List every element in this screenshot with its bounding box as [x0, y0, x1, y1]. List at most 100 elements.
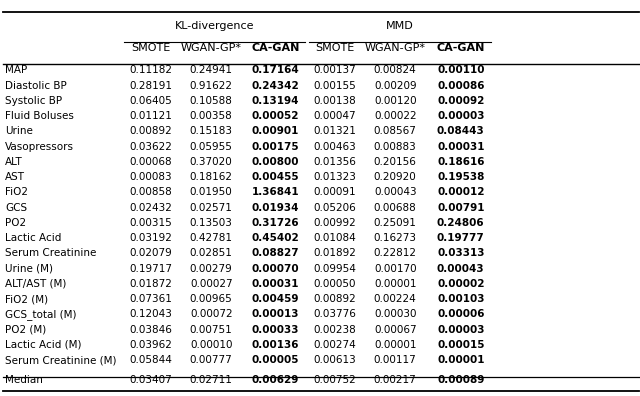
Text: 0.31726: 0.31726	[252, 218, 299, 228]
Text: 0.01950: 0.01950	[190, 187, 232, 198]
Text: 0.00629: 0.00629	[252, 375, 299, 385]
Text: 0.24806: 0.24806	[437, 218, 484, 228]
Text: 0.05206: 0.05206	[313, 203, 356, 213]
Text: WGAN-GP*: WGAN-GP*	[180, 43, 242, 53]
Text: 0.00901: 0.00901	[252, 126, 299, 137]
Text: WGAN-GP*: WGAN-GP*	[365, 43, 426, 53]
Text: 0.00003: 0.00003	[437, 111, 484, 121]
Text: 0.00358: 0.00358	[190, 111, 232, 121]
Text: 0.00224: 0.00224	[374, 294, 417, 304]
Text: Median: Median	[5, 375, 43, 385]
Text: MAP: MAP	[5, 65, 28, 76]
Text: 0.01121: 0.01121	[129, 111, 172, 121]
Text: 0.00463: 0.00463	[313, 142, 356, 152]
Text: 0.00752: 0.00752	[313, 375, 356, 385]
Text: 0.00070: 0.00070	[252, 264, 299, 274]
Text: 0.00274: 0.00274	[313, 340, 356, 350]
Text: 0.06405: 0.06405	[129, 96, 172, 106]
Text: 0.00455: 0.00455	[252, 172, 299, 182]
Text: 0.00110: 0.00110	[437, 65, 484, 76]
Text: 0.00033: 0.00033	[252, 325, 299, 335]
Text: 0.91622: 0.91622	[189, 81, 233, 91]
Text: 0.00137: 0.00137	[313, 65, 356, 76]
Text: 0.01872: 0.01872	[129, 279, 172, 289]
Text: AST: AST	[5, 172, 25, 182]
Text: CA-GAN: CA-GAN	[436, 43, 485, 53]
Text: 0.00003: 0.00003	[437, 325, 484, 335]
Text: 0.00001: 0.00001	[374, 340, 417, 350]
Text: 0.00170: 0.00170	[374, 264, 417, 274]
Text: 0.45402: 0.45402	[252, 233, 299, 243]
Text: 0.09954: 0.09954	[313, 264, 356, 274]
Text: SMOTE: SMOTE	[315, 43, 354, 53]
Text: 0.00892: 0.00892	[313, 294, 356, 304]
Text: 0.00050: 0.00050	[313, 279, 356, 289]
Text: 0.00031: 0.00031	[437, 142, 484, 152]
Text: 0.00022: 0.00022	[374, 111, 417, 121]
Text: 0.01934: 0.01934	[252, 203, 299, 213]
Text: 0.25091: 0.25091	[374, 218, 417, 228]
Text: 0.00001: 0.00001	[437, 355, 484, 365]
Text: 0.00067: 0.00067	[374, 325, 417, 335]
Text: 0.11182: 0.11182	[129, 65, 172, 76]
Text: 0.03846: 0.03846	[129, 325, 172, 335]
Text: 0.01321: 0.01321	[313, 126, 356, 137]
Text: Lactic Acid: Lactic Acid	[5, 233, 61, 243]
Text: 0.03776: 0.03776	[313, 309, 356, 320]
Text: 0.00086: 0.00086	[437, 81, 484, 91]
Text: 0.13194: 0.13194	[252, 96, 299, 106]
Text: 0.37020: 0.37020	[190, 157, 232, 167]
Text: MMD: MMD	[386, 21, 414, 31]
Text: 0.22812: 0.22812	[374, 248, 417, 259]
Text: 0.42781: 0.42781	[189, 233, 233, 243]
Text: 0.00083: 0.00083	[129, 172, 172, 182]
Text: 0.00092: 0.00092	[437, 96, 484, 106]
Text: Systolic BP: Systolic BP	[5, 96, 62, 106]
Text: 0.00012: 0.00012	[437, 187, 484, 198]
Text: 0.00052: 0.00052	[252, 111, 299, 121]
Text: 0.00824: 0.00824	[374, 65, 417, 76]
Text: 0.01356: 0.01356	[313, 157, 356, 167]
Text: 0.00751: 0.00751	[190, 325, 232, 335]
Text: 0.18162: 0.18162	[189, 172, 233, 182]
Text: 0.00209: 0.00209	[374, 81, 417, 91]
Text: 0.16273: 0.16273	[374, 233, 417, 243]
Text: Serum Creatinine: Serum Creatinine	[5, 248, 97, 259]
Text: 0.00089: 0.00089	[437, 375, 484, 385]
Text: 0.00043: 0.00043	[374, 187, 417, 198]
Text: 0.00030: 0.00030	[374, 309, 417, 320]
Text: 0.03962: 0.03962	[129, 340, 172, 350]
Text: SMOTE: SMOTE	[131, 43, 170, 53]
Text: 0.00117: 0.00117	[374, 355, 417, 365]
Text: 0.00800: 0.00800	[252, 157, 299, 167]
Text: 0.00027: 0.00027	[190, 279, 232, 289]
Text: 0.05844: 0.05844	[129, 355, 172, 365]
Text: 0.05955: 0.05955	[190, 142, 232, 152]
Text: 0.24941: 0.24941	[189, 65, 233, 76]
Text: 0.08827: 0.08827	[252, 248, 299, 259]
Text: 0.03622: 0.03622	[129, 142, 172, 152]
Text: 0.00138: 0.00138	[313, 96, 356, 106]
Text: 0.02432: 0.02432	[129, 203, 172, 213]
Text: 0.00103: 0.00103	[437, 294, 484, 304]
Text: 0.02851: 0.02851	[190, 248, 232, 259]
Text: 0.00279: 0.00279	[190, 264, 232, 274]
Text: 0.18616: 0.18616	[437, 157, 484, 167]
Text: 0.00031: 0.00031	[252, 279, 299, 289]
Text: 0.00120: 0.00120	[374, 96, 417, 106]
Text: PO2: PO2	[5, 218, 26, 228]
Text: FiO2: FiO2	[5, 187, 28, 198]
Text: 0.00155: 0.00155	[313, 81, 356, 91]
Text: 0.00010: 0.00010	[190, 340, 232, 350]
Text: 0.00001: 0.00001	[374, 279, 417, 289]
Text: 0.03313: 0.03313	[437, 248, 484, 259]
Text: FiO2 (M): FiO2 (M)	[5, 294, 48, 304]
Text: Serum Creatinine (M): Serum Creatinine (M)	[5, 355, 116, 365]
Text: 0.00006: 0.00006	[437, 309, 484, 320]
Text: 0.01323: 0.01323	[313, 172, 356, 182]
Text: 0.00068: 0.00068	[129, 157, 172, 167]
Text: 0.00858: 0.00858	[129, 187, 172, 198]
Text: 0.02079: 0.02079	[129, 248, 172, 259]
Text: 0.15183: 0.15183	[189, 126, 233, 137]
Text: 0.00013: 0.00013	[252, 309, 299, 320]
